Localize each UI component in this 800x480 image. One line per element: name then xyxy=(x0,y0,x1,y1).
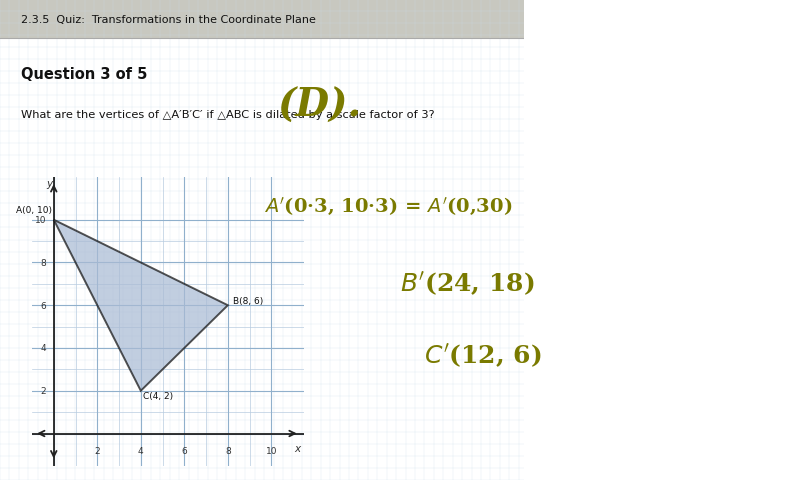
Text: (D).: (D). xyxy=(278,86,362,125)
Text: 10: 10 xyxy=(266,446,277,456)
Text: C(4, 2): C(4, 2) xyxy=(143,392,173,400)
Text: y: y xyxy=(46,179,53,189)
Text: 8: 8 xyxy=(225,446,230,456)
Text: 4: 4 xyxy=(138,446,144,456)
Text: $\it{A'}$(0·3, 10·3) = $\it{A'}$(0,30): $\it{A'}$(0·3, 10·3) = $\it{A'}$(0,30) xyxy=(264,195,512,217)
Text: 6: 6 xyxy=(182,446,187,456)
Text: 2.3.5  Quiz:  Transformations in the Coordinate Plane: 2.3.5 Quiz: Transformations in the Coord… xyxy=(21,15,316,24)
Text: 10: 10 xyxy=(34,216,46,225)
Text: 4: 4 xyxy=(41,344,46,353)
Text: 8: 8 xyxy=(40,258,46,267)
Text: A(0, 10): A(0, 10) xyxy=(15,206,51,215)
Text: $\it{C'}$(12, 6): $\it{C'}$(12, 6) xyxy=(424,341,542,369)
Text: x: x xyxy=(294,444,301,454)
Text: Question 3 of 5: Question 3 of 5 xyxy=(21,67,147,82)
Text: $\it{B'}$(24, 18): $\it{B'}$(24, 18) xyxy=(400,269,534,297)
Text: What are the vertices of △A′B′C′ if △ABC is dilated by a scale factor of 3?: What are the vertices of △A′B′C′ if △ABC… xyxy=(21,110,434,120)
Text: B(8, 6): B(8, 6) xyxy=(234,297,263,306)
Text: 6: 6 xyxy=(40,301,46,310)
Polygon shape xyxy=(54,220,228,391)
Text: 2: 2 xyxy=(41,386,46,396)
Text: 2: 2 xyxy=(94,446,100,456)
Bar xyxy=(0,0,524,39)
